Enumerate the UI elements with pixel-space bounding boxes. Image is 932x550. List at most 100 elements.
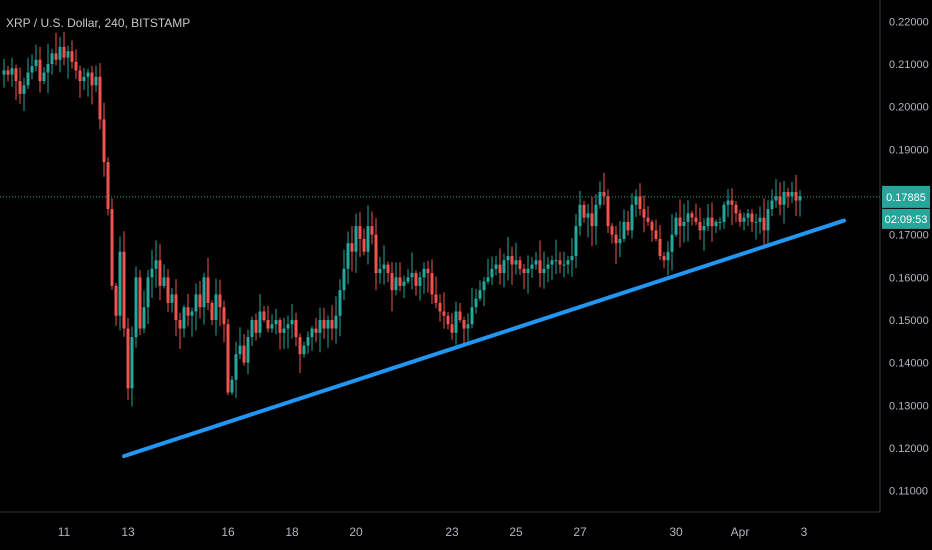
candle-body: [110, 209, 114, 286]
candle-body: [370, 226, 374, 235]
x-tick-label: Apr: [731, 525, 750, 539]
candle-body: [126, 328, 130, 389]
y-tick-label: 0.21000: [889, 59, 929, 71]
x-tick-label: 30: [669, 525, 683, 539]
candle-body: [722, 204, 726, 222]
y-tick-label: 0.14000: [889, 358, 929, 370]
candle-body: [730, 200, 734, 205]
candle-body: [366, 226, 370, 252]
candle-body: [382, 264, 386, 269]
candle-body: [138, 277, 142, 329]
candle-body: [18, 81, 22, 94]
candle-body: [46, 64, 50, 73]
candle-body: [650, 221, 654, 231]
candle-body: [254, 320, 258, 333]
candle-body: [342, 268, 346, 291]
candle-body: [226, 324, 230, 393]
candle-body: [518, 260, 522, 269]
y-tick-label: 0.15000: [889, 315, 929, 327]
candle-body: [182, 307, 186, 329]
candle-body: [270, 324, 274, 329]
candle-body: [230, 379, 234, 393]
candle-body: [718, 221, 722, 223]
candle-body: [622, 221, 626, 239]
candle-body: [98, 76, 102, 120]
candle-body: [574, 226, 578, 256]
candle-body: [234, 354, 238, 380]
candle-body: [50, 53, 54, 64]
candle-body: [594, 204, 598, 227]
candle-body: [158, 260, 162, 286]
candle-body: [494, 264, 498, 269]
candle-body: [442, 311, 446, 316]
chart-title: XRP / U.S. Dollar, 240, BITSTAMP: [6, 16, 191, 30]
candle-body: [150, 268, 154, 278]
candle-body: [606, 196, 610, 227]
candle-body: [174, 294, 178, 320]
candle-body: [218, 294, 222, 308]
candle-body: [326, 320, 330, 329]
candle-body: [10, 68, 14, 75]
candle-body: [58, 46, 62, 60]
candle-body: [610, 226, 614, 235]
candle-body: [206, 277, 210, 303]
candle-body: [298, 337, 302, 355]
candle-body: [686, 213, 690, 222]
candle-body: [470, 307, 474, 325]
candle-body: [186, 307, 190, 316]
candle-body: [758, 217, 762, 222]
candle-body: [394, 277, 398, 291]
candle-body: [398, 277, 402, 286]
x-tick-label: 18: [285, 525, 299, 539]
candle-body: [178, 320, 182, 329]
candle-body: [522, 268, 526, 274]
candle-body: [314, 328, 318, 333]
candle-body: [738, 213, 742, 222]
x-tick-label: 25: [509, 525, 523, 539]
candle-body: [670, 234, 674, 252]
countdown-box: [882, 208, 930, 229]
candle-body: [2, 70, 6, 75]
candle-body: [706, 217, 710, 227]
candle-body: [682, 221, 686, 227]
candle-body: [774, 196, 778, 201]
candle-body: [534, 260, 538, 265]
candle-body: [598, 192, 602, 205]
candle-body: [430, 273, 434, 295]
candle-body: [338, 290, 342, 316]
candle-body: [242, 345, 246, 363]
candle-body: [698, 221, 702, 231]
candle-body: [190, 311, 194, 316]
candle-body: [422, 268, 426, 278]
candle-body: [458, 311, 462, 320]
candle-body: [694, 217, 698, 222]
candle-body: [290, 320, 294, 325]
candle-body: [582, 204, 586, 218]
candle-body: [558, 260, 562, 265]
candle-body: [546, 264, 550, 269]
candle-body: [286, 324, 290, 329]
candle-body: [542, 268, 546, 274]
candle-body: [454, 311, 458, 333]
candle-body: [530, 264, 534, 269]
candle-body: [566, 260, 570, 265]
candle-body: [294, 320, 298, 338]
candle-body: [418, 277, 422, 286]
candle-body: [86, 72, 90, 77]
candle-body: [586, 213, 590, 218]
candle-body: [238, 345, 242, 355]
candle-body: [250, 320, 254, 338]
candle-body: [798, 196, 802, 201]
candle-body: [282, 328, 286, 333]
candle-body: [402, 281, 406, 286]
last-price-box: [882, 185, 930, 208]
candle-body: [674, 217, 678, 235]
candle-body: [630, 204, 634, 231]
candle-body: [782, 192, 786, 205]
candle-body: [266, 320, 270, 329]
candle-body: [490, 268, 494, 278]
candle-body: [350, 243, 354, 252]
x-tick-label: 16: [221, 525, 235, 539]
candle-body: [170, 294, 174, 303]
